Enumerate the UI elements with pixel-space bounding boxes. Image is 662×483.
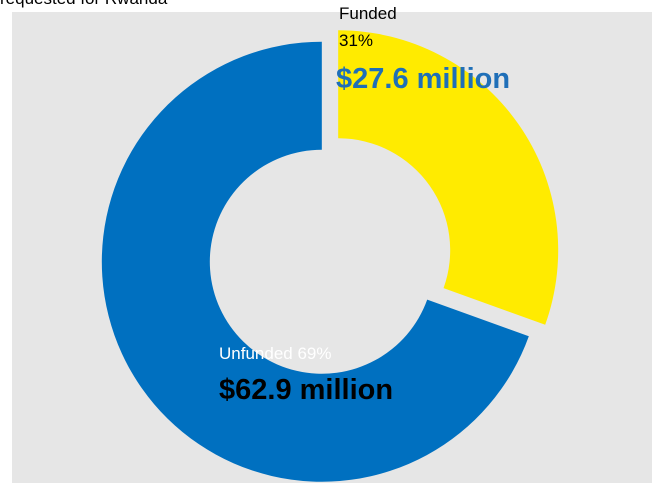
funded-amount-label: $27.6 million bbox=[336, 63, 511, 95]
funded-percent-label: 31% bbox=[339, 31, 374, 50]
donut-slice-unfunded bbox=[101, 41, 529, 482]
unfunded-percent-text: 69% bbox=[297, 344, 332, 363]
unfunded-category-text: Unfunded bbox=[219, 344, 293, 363]
unfunded-category-label: Unfunded 69% bbox=[219, 344, 332, 364]
donut-slice-funded bbox=[338, 30, 559, 325]
chart-caption: requested for Rwanda bbox=[0, 0, 167, 9]
unfunded-amount-label: $62.9 million bbox=[219, 374, 394, 406]
funded-category-label: Funded bbox=[339, 4, 397, 23]
